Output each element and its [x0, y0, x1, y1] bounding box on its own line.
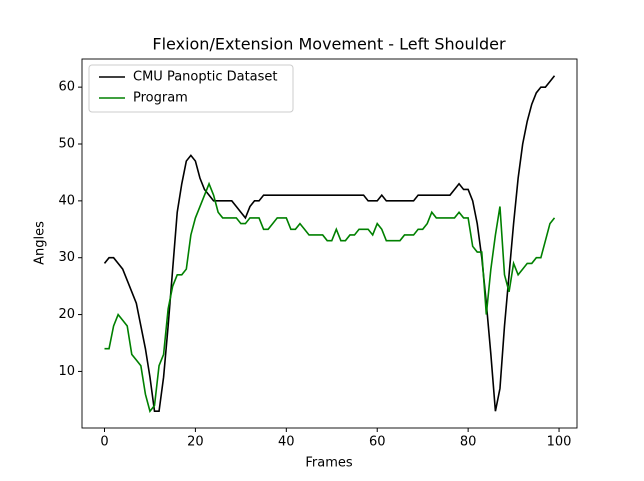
plot-frame	[81, 58, 578, 429]
x-tick-label: 20	[187, 435, 204, 450]
legend-label: CMU Panoptic Dataset	[133, 70, 278, 85]
y-tick-label: 10	[58, 364, 75, 379]
x-tick-label: 60	[369, 435, 386, 450]
y-tick-label: 50	[58, 137, 75, 152]
y-tick-label: 60	[58, 80, 75, 95]
x-axis-label: Frames	[305, 456, 353, 471]
x-tick-label: 80	[460, 435, 477, 450]
legend-box	[88, 64, 294, 113]
y-axis-label: Angles	[33, 221, 48, 265]
series-line	[104, 181, 556, 413]
x-tick-label: 40	[278, 435, 295, 450]
x-tick-label: 100	[547, 435, 572, 450]
y-tick-label: 20	[58, 307, 75, 322]
y-tick-label: 30	[58, 250, 75, 265]
legend-label: Program	[133, 91, 188, 106]
x-tick-label: 0	[100, 435, 108, 450]
y-tick-label: 40	[58, 193, 75, 208]
series-line	[103, 75, 556, 413]
chart-title: Flexion/Extension Movement - Left Should…	[152, 35, 506, 54]
